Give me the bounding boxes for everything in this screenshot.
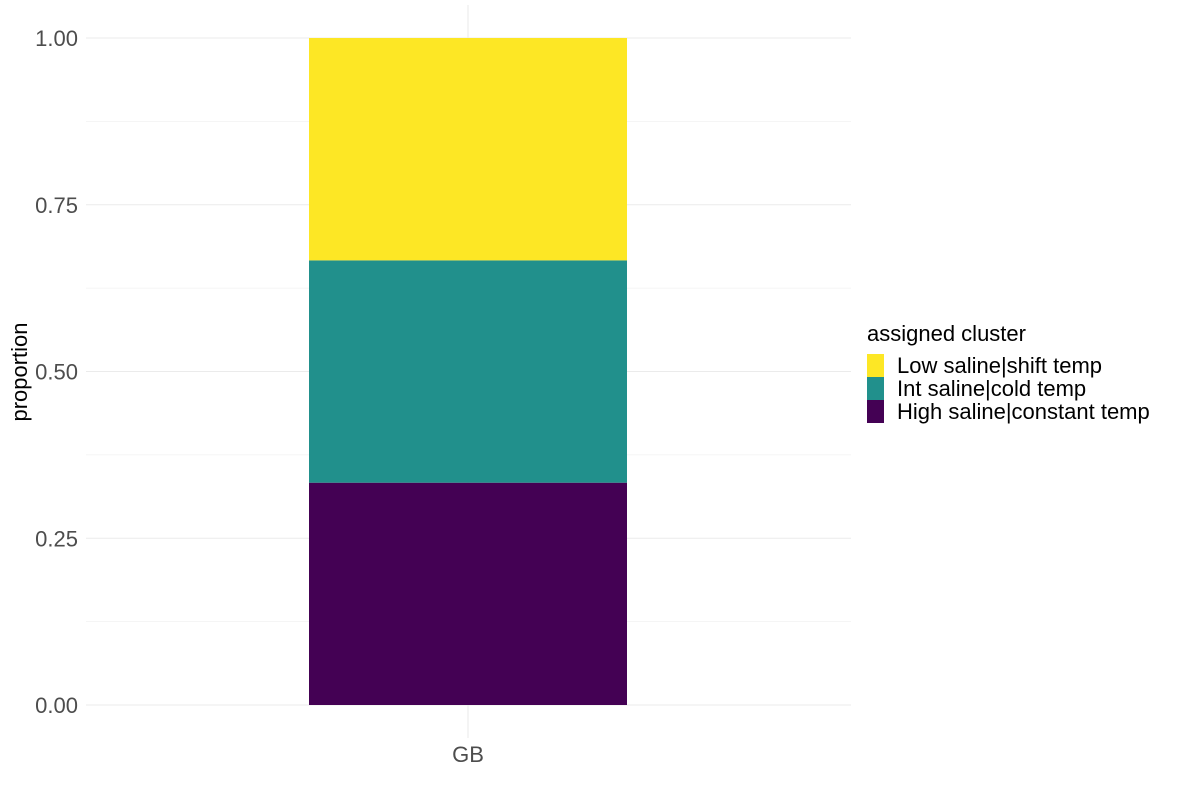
bar-segment-low-saline-shift-temp — [309, 38, 627, 261]
legend-key — [867, 377, 884, 400]
y-axis-title: proportion — [7, 322, 32, 421]
legend-label: High saline|constant temp — [897, 399, 1150, 424]
y-tick-label: 0.75 — [35, 193, 78, 218]
y-tick-label: 0.25 — [35, 526, 78, 551]
x-axis-ticks: GB — [452, 742, 484, 767]
x-tick-label: GB — [452, 742, 484, 767]
bar-segment-int-saline-cold-temp — [309, 260, 627, 483]
legend-title: assigned cluster — [867, 321, 1026, 346]
bar-segment-high-saline-constant-temp — [309, 482, 627, 705]
bars — [309, 38, 627, 705]
legend: assigned cluster Low saline|shift tempIn… — [867, 321, 1150, 424]
y-axis-ticks: 0.00 0.25 0.50 0.75 1.00 — [35, 26, 78, 718]
legend-key — [867, 354, 884, 377]
y-tick-label: 0.50 — [35, 360, 78, 385]
legend-label: Low saline|shift temp — [897, 353, 1102, 378]
legend-key — [867, 400, 884, 423]
y-tick-label: 1.00 — [35, 26, 78, 51]
legend-label: Int saline|cold temp — [897, 376, 1086, 401]
y-tick-label: 0.00 — [35, 693, 78, 718]
